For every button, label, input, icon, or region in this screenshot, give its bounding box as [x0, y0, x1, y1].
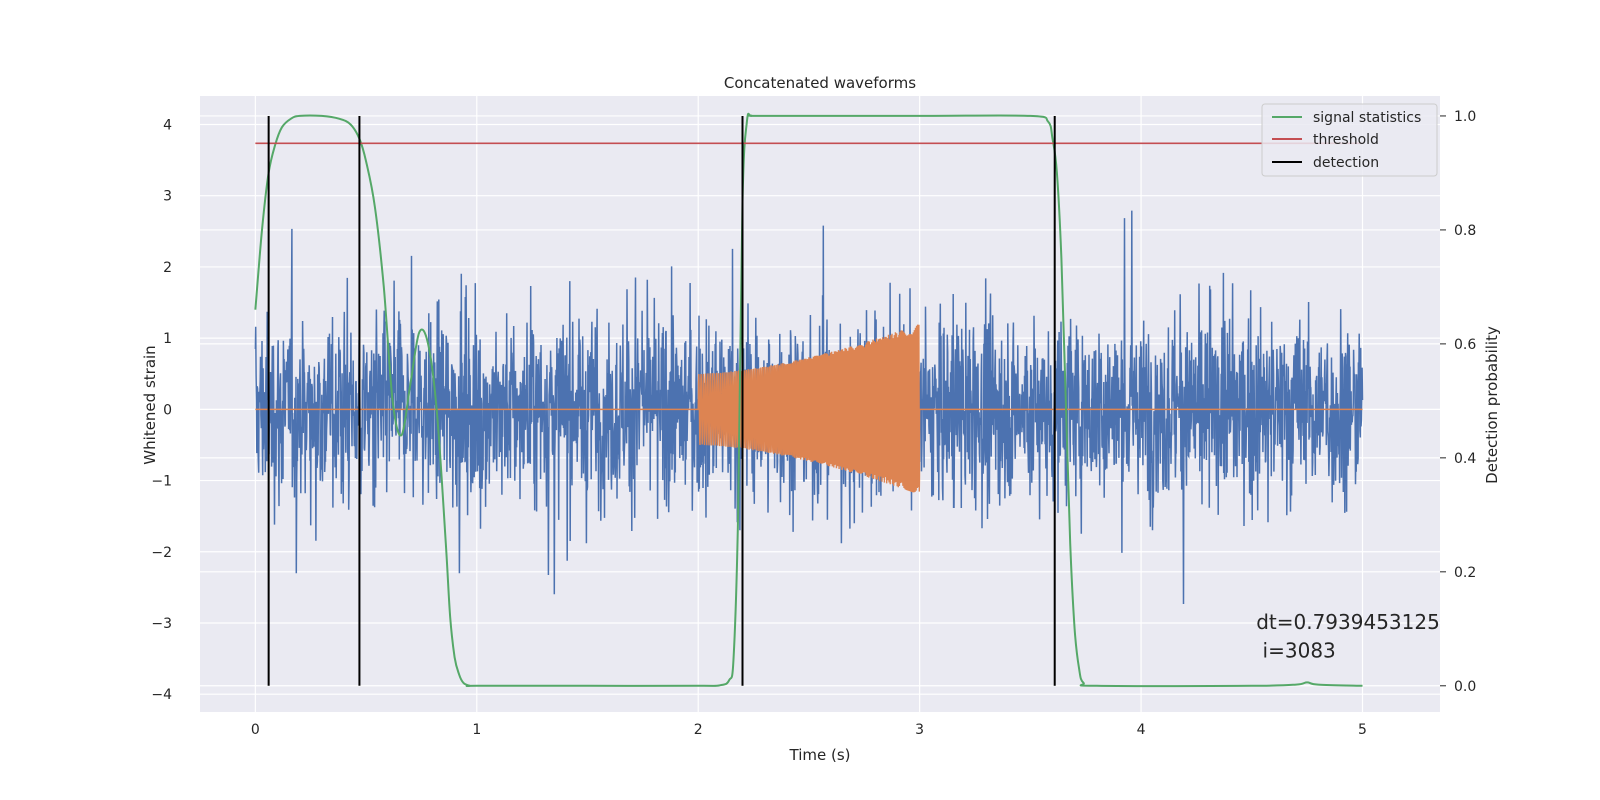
x-axis-label: Time (s)	[789, 746, 851, 764]
y-tick-label: 0	[163, 402, 172, 418]
x-tick-label: 4	[1137, 722, 1146, 738]
x-tick-label: 1	[472, 722, 481, 738]
y-tick-label: −1	[151, 474, 172, 490]
y-tick-label: 4	[163, 117, 172, 133]
annotation-dt: dt=0.7939453125	[1256, 610, 1440, 634]
statistics-line	[254, 112, 1363, 688]
y2-tick-label: 0.0	[1454, 679, 1476, 695]
y-tick-label: −4	[151, 687, 172, 703]
y2-tick-label: 0.4	[1454, 451, 1476, 467]
detection-series	[267, 115, 1056, 686]
y-axis-label: Whitened strain	[141, 345, 159, 464]
statistics-series	[254, 112, 1363, 688]
y-tick-label: 2	[163, 260, 172, 276]
legend-label-threshold: threshold	[1313, 132, 1379, 148]
y-tick-label: −3	[151, 616, 172, 632]
y2-tick-label: 0.6	[1454, 337, 1476, 353]
legend-box	[1261, 103, 1438, 177]
chart-title: Concatenated waveforms	[724, 74, 916, 92]
axis-ticks: 0 1 2 3 4 5 −4 −3 −2 −1 0 1 2 3 4 0.0 0.2 0.4 0.6 0.8 1.0	[151, 109, 1476, 738]
chirp-series	[255, 324, 1363, 493]
x-tick-label: 3	[915, 722, 924, 738]
y2-tick-label: 0.8	[1454, 223, 1476, 239]
annotation-i: i=3083	[1256, 638, 1336, 662]
x-tick-label: 5	[1358, 722, 1367, 738]
y-tick-label: −2	[151, 545, 172, 561]
y2-tick-label: 0.2	[1454, 565, 1476, 581]
y-tick-label: 3	[163, 189, 172, 205]
y2-axis-label: Detection probability	[1483, 326, 1501, 484]
legend: signal statistics threshold detection	[1261, 103, 1438, 177]
chirp-line	[697, 324, 921, 493]
y2-tick-label: 1.0	[1454, 109, 1476, 125]
x-tick-label: 2	[694, 722, 703, 738]
legend-label-detection: detection	[1313, 155, 1379, 171]
x-tick-label: 0	[251, 722, 260, 738]
legend-label-signal-statistics: signal statistics	[1313, 110, 1421, 126]
y-tick-label: 1	[163, 331, 172, 347]
